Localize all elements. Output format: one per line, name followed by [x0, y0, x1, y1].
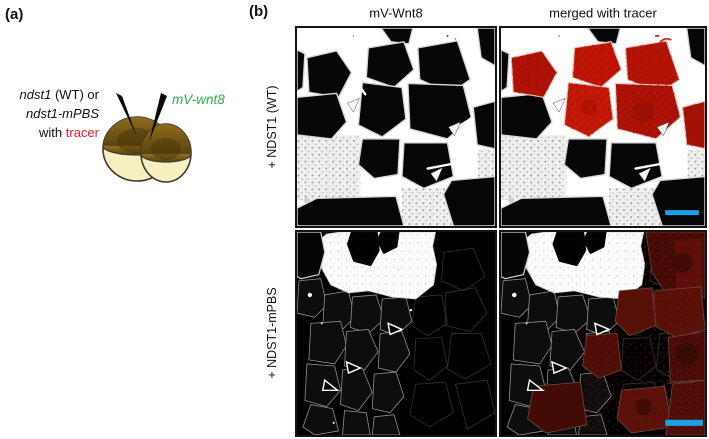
scale-bar	[665, 210, 699, 216]
panel-a-label: (a)	[5, 6, 24, 23]
embryo-illustration	[102, 93, 192, 183]
construct-line-1-rest: (WT) or	[51, 87, 99, 102]
tracer-label: tracer	[65, 125, 99, 140]
scale-bar	[665, 419, 703, 426]
injection-needle-icon	[149, 93, 167, 142]
gene-name-ndst1: ndst1	[19, 87, 52, 102]
column-header-mv-wnt8: mV-Wnt8	[369, 5, 423, 21]
construct-line-1: ndst1 (WT) or	[0, 85, 99, 104]
row-label-ndst1-mpbs: + NDST1-mPBS	[265, 287, 279, 379]
injected-construct-label: ndst1 (WT) or ndst1-mPBS with tracer	[0, 85, 99, 142]
micrograph-mpbs-mv-wnt8	[295, 230, 497, 437]
injection-needle-icon	[116, 93, 137, 137]
panel-b-label: (b)	[249, 3, 269, 20]
construct-line-2: ndst1-mPBS	[0, 104, 99, 123]
micrograph-wt-merged	[499, 26, 707, 228]
construct-line-3: with tracer	[0, 123, 99, 142]
construct-line-3-plain: with	[39, 125, 66, 140]
probe-gene-label: mV-wnt8	[172, 92, 225, 107]
micrograph-mpbs-merged	[499, 230, 707, 437]
column-header-merged: merged with tracer	[549, 5, 657, 21]
gene-name-ndst1-mpbs: ndst1-mPBS	[26, 106, 99, 121]
micrograph-wt-mv-wnt8	[295, 26, 497, 228]
row-label-ndst1-wt: + NDST1 (WT)	[265, 85, 279, 169]
